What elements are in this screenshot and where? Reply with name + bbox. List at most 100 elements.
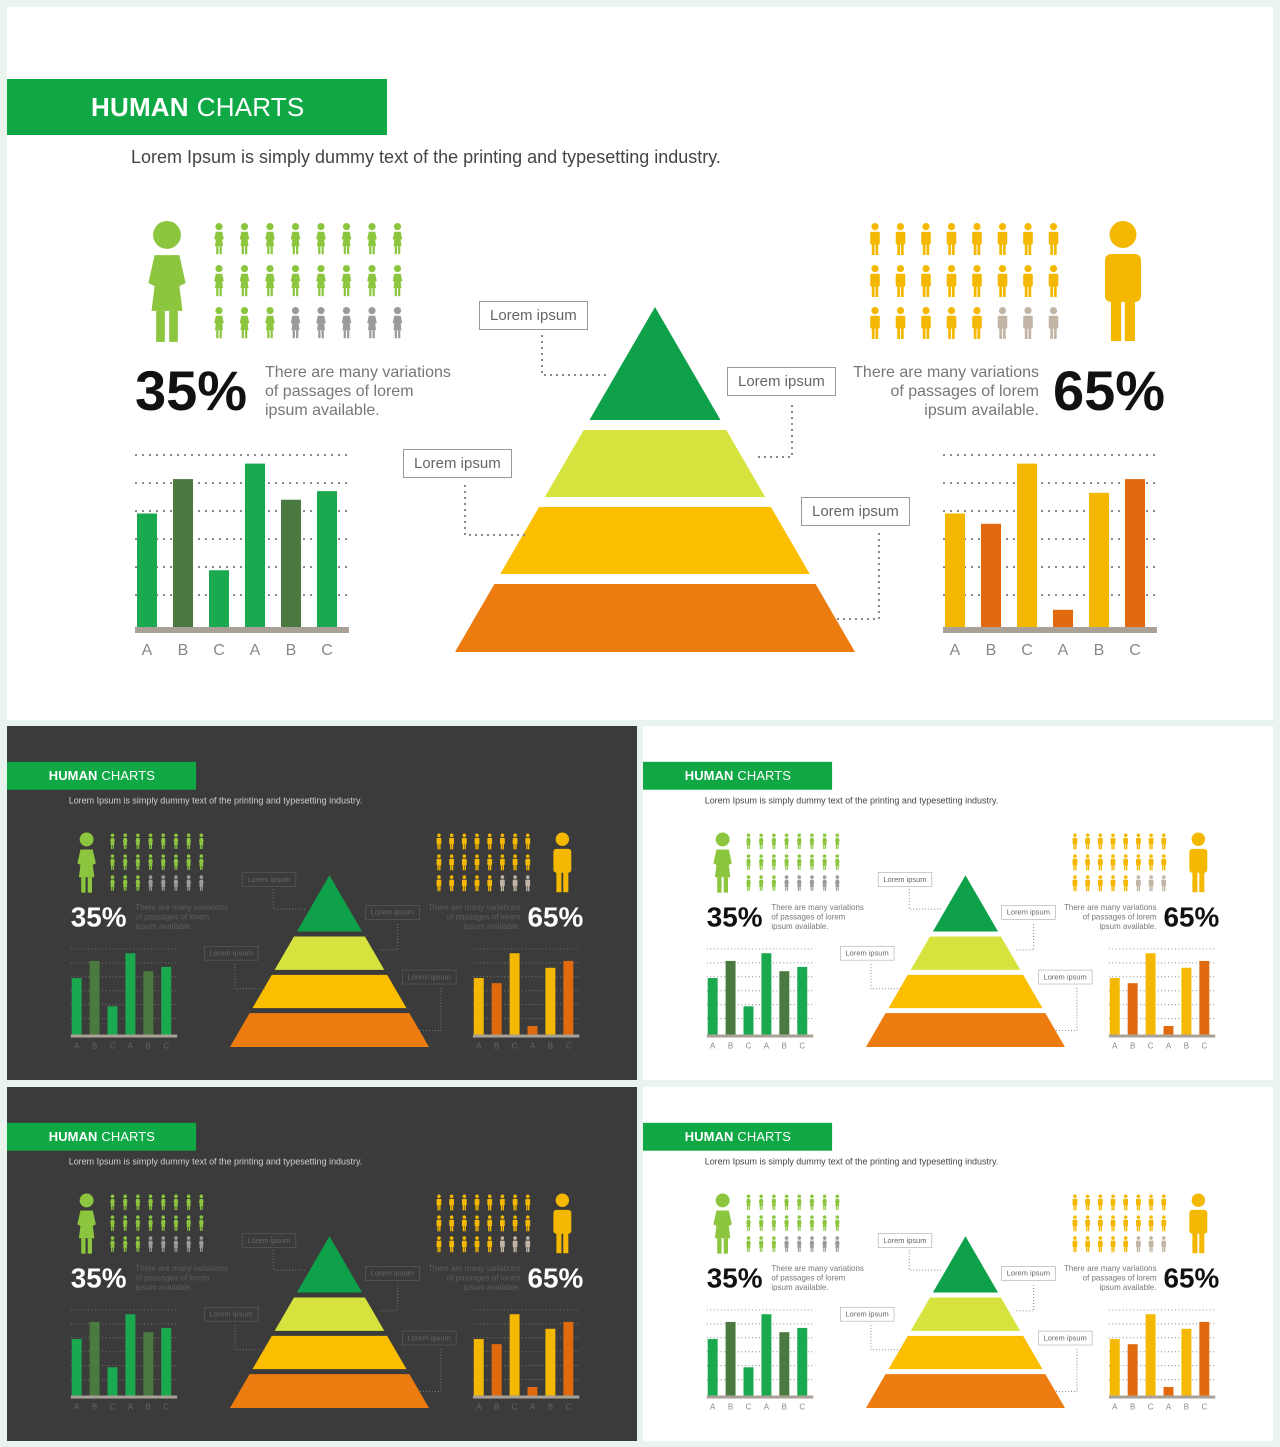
small-male-person-icon <box>1161 1215 1167 1232</box>
pyramid-chart <box>455 307 880 652</box>
pyramid-callout: Lorem ipsum <box>365 1266 420 1281</box>
small-male-person-icon <box>474 1215 480 1232</box>
small-male-person-icon <box>895 265 906 297</box>
small-female-person-icon <box>122 1236 128 1252</box>
small-male-person-icon <box>972 265 982 297</box>
big-male-person-icon <box>553 832 572 893</box>
small-female-person-icon <box>173 854 179 870</box>
title-light: CHARTS <box>101 1129 155 1144</box>
small-female-person-icon <box>290 223 301 255</box>
slide-subtitle: Lorem Ipsum is simply dummy text of the … <box>68 1156 363 1167</box>
x-tick-label: C <box>110 1402 116 1411</box>
slide-subtitle: Lorem Ipsum is simply dummy text of the … <box>704 1156 999 1167</box>
pyramid-callout: Lorem ipsum <box>727 367 836 396</box>
small-male-person-icon <box>1148 875 1154 892</box>
small-female-person-icon <box>758 875 764 891</box>
big-male-person-icon <box>1105 221 1141 341</box>
x-tick-label: B <box>286 642 297 659</box>
big-female-person-icon <box>77 1193 96 1254</box>
small-male-person-icon <box>525 1236 531 1253</box>
pyramid-callout: Lorem ipsum <box>402 969 457 985</box>
small-male-person-icon <box>449 1194 455 1211</box>
male-people-grid <box>870 223 1059 339</box>
pyramid-chart <box>229 875 442 1047</box>
pyramid-callout: Lorem ipsum <box>877 1233 932 1248</box>
small-female-person-icon <box>746 833 751 850</box>
x-tick-label: C <box>163 1402 169 1411</box>
small-female-person-icon <box>796 1215 802 1231</box>
small-female-person-icon <box>796 875 802 891</box>
bar <box>281 499 301 627</box>
callout-connector <box>908 889 942 910</box>
bar <box>1145 1314 1156 1396</box>
small-female-person-icon <box>160 854 166 870</box>
small-female-person-icon <box>392 223 403 255</box>
right-description: There are many variations of passages of… <box>1064 1264 1157 1293</box>
x-tick-label: B <box>1184 1402 1189 1411</box>
slide-title-bar: HUMAN CHARTS <box>643 761 833 790</box>
small-male-person-icon <box>474 833 480 850</box>
callout-connector <box>380 924 399 951</box>
small-female-person-icon <box>110 1215 115 1231</box>
x-tick-label: A <box>1166 1041 1172 1050</box>
x-tick-label: A <box>764 1402 770 1411</box>
bar <box>473 978 484 1035</box>
small-male-person-icon <box>1072 1236 1078 1253</box>
small-male-person-icon <box>461 1194 467 1211</box>
small-female-person-icon <box>135 854 141 870</box>
title-light: CHARTS <box>196 91 305 122</box>
pyramid-tier <box>865 1374 1065 1408</box>
pyramid-tier <box>296 875 363 932</box>
bar <box>1053 609 1073 627</box>
small-female-person-icon <box>135 875 141 891</box>
small-female-person-icon <box>367 223 377 255</box>
callout-connector <box>420 987 442 1032</box>
bar <box>473 1339 484 1396</box>
bar <box>137 513 157 627</box>
bar <box>143 971 154 1035</box>
slide-subtitle: Lorem Ipsum is simply dummy text of the … <box>131 147 721 167</box>
small-female-person-icon <box>758 1194 764 1211</box>
bar <box>743 1006 754 1035</box>
callout-connector <box>272 1250 306 1271</box>
pyramid-chart <box>865 875 1078 1047</box>
callout-connector <box>837 533 880 620</box>
callout-connector <box>757 405 793 458</box>
small-female-person-icon <box>160 875 166 891</box>
pyramid-tier <box>500 507 810 574</box>
slide-subtitle: Lorem Ipsum is simply dummy text of the … <box>68 795 363 806</box>
x-tick-label: C <box>163 1041 169 1050</box>
x-tick-label: A <box>1112 1402 1118 1411</box>
slide-2: HUMAN CHARTS Lorem Ipsum is simply dummy… <box>7 726 637 1080</box>
small-female-person-icon <box>341 307 352 339</box>
right-description: There are many variations of passages of… <box>1064 903 1157 932</box>
small-male-person-icon <box>1110 1215 1116 1232</box>
x-tick-label: A <box>476 1402 482 1411</box>
small-male-person-icon <box>512 1236 518 1253</box>
x-tick-label: B <box>1130 1041 1135 1050</box>
callout-connector <box>908 1250 942 1271</box>
callout-connector <box>420 1348 442 1393</box>
small-female-person-icon <box>122 875 128 891</box>
small-male-person-icon <box>1148 833 1154 850</box>
small-male-person-icon <box>870 223 880 255</box>
pyramid-callout: Lorem ipsum <box>877 872 932 887</box>
small-female-person-icon <box>822 833 828 850</box>
small-male-person-icon <box>474 854 480 871</box>
bar <box>545 1328 556 1396</box>
small-female-person-icon <box>110 854 115 870</box>
male-people-grid <box>1072 1194 1167 1253</box>
small-female-person-icon <box>316 307 326 339</box>
small-female-person-icon <box>746 875 751 891</box>
small-male-person-icon <box>512 833 518 850</box>
pyramid-callout: Lorem ipsum <box>1001 905 1056 920</box>
small-male-person-icon <box>500 1215 505 1232</box>
x-tick-label: A <box>764 1041 770 1050</box>
callout-connector <box>1016 1285 1035 1312</box>
x-tick-label: A <box>128 1402 134 1411</box>
pyramid-tier <box>229 1374 429 1408</box>
small-male-person-icon <box>1148 1215 1154 1232</box>
